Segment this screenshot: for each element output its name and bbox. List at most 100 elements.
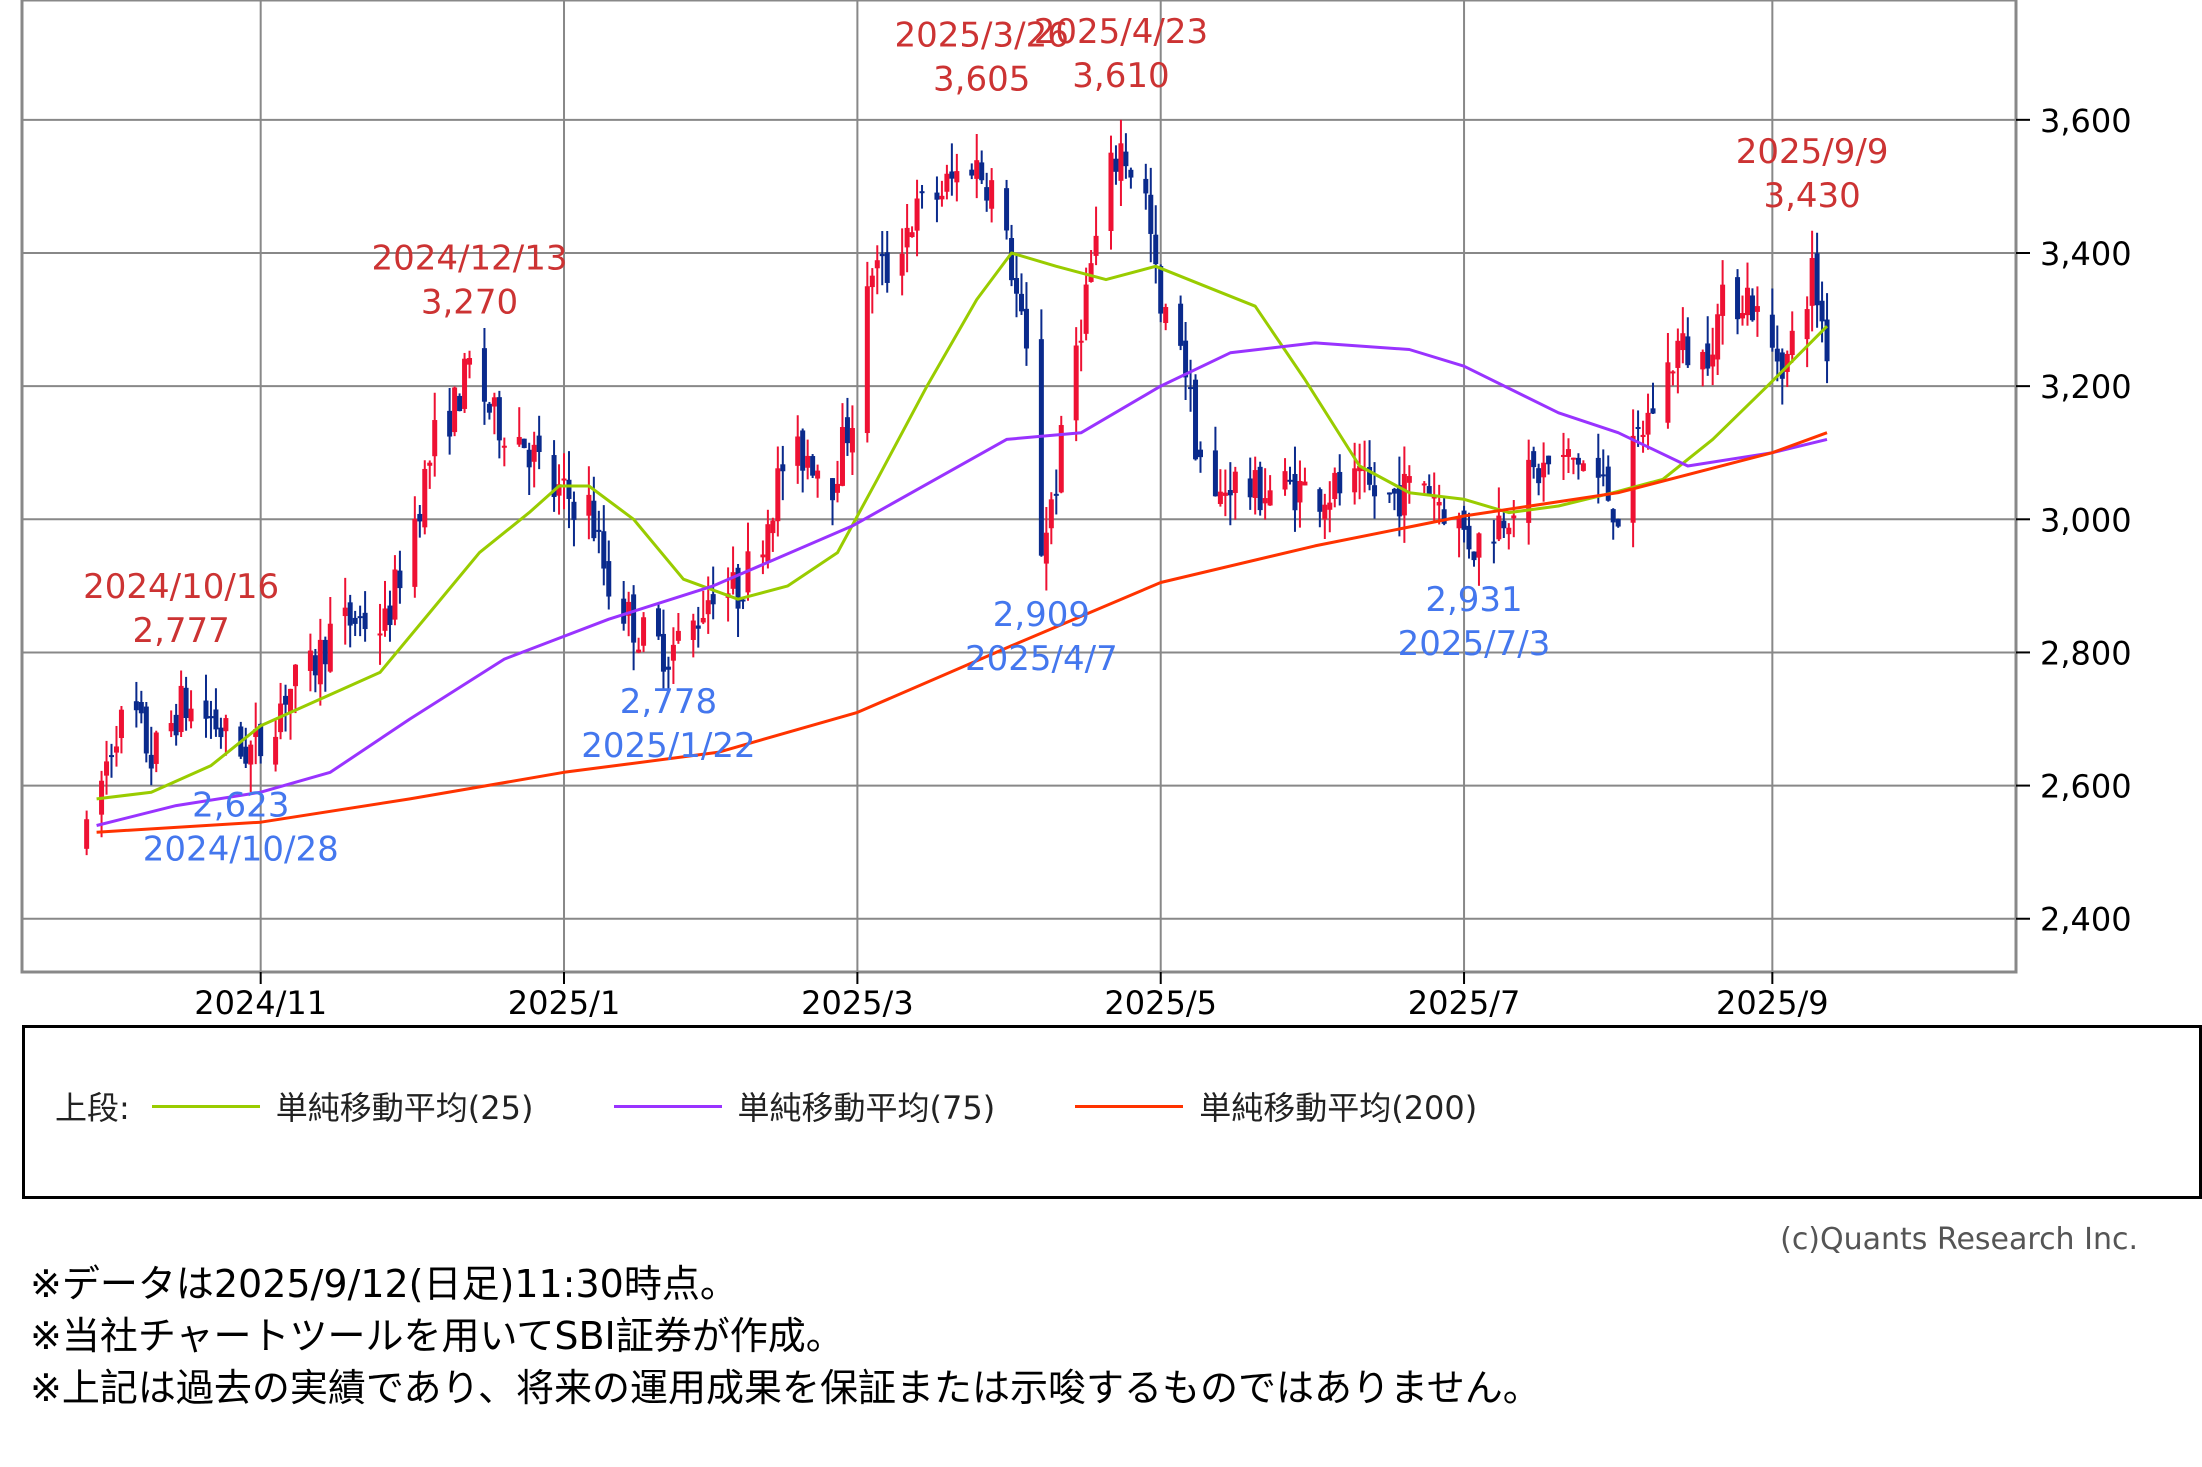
candle-body [1053,493,1059,496]
candle-body [839,427,845,486]
x-axis: 2024/11 2025/1 2025/3 2025/5 2025/7 2025/9 [194,972,1829,1020]
candle-body [1113,158,1119,172]
candle-body [621,598,627,624]
candle-body [1018,293,1024,312]
candle-body [1605,466,1611,501]
candle-body [218,727,224,738]
footnotes: ※データは2025/9/12(日足)11:30時点。 ※当社チャートツールを用い… [30,1258,1541,1414]
candle-body [1570,457,1576,460]
candle-body [183,687,189,719]
candle-body [1546,455,1552,465]
candle-body [974,160,980,179]
candle-body [949,171,955,179]
candle-body [1193,379,1199,460]
legend-item-ma25: 単純移動平均(25) [151,1083,534,1129]
y-tick-label: 3,400 [2040,235,2132,273]
candle-body [496,397,502,441]
y-tick-label: 2,800 [2040,634,2132,672]
candle-body [1461,510,1467,530]
candle-body [397,570,403,589]
candle-body [1650,408,1656,414]
candle-body [984,187,990,201]
candle-body [1217,491,1223,504]
candle-body [675,630,681,641]
y-tick-label: 2,400 [2040,901,2132,939]
candle-body [432,420,438,457]
legend-swatch-ma75 [613,1104,722,1108]
candle-body [1804,309,1810,340]
candle-body [710,594,716,605]
legend-label-ma200: 単純移動平均(200) [1199,1089,1478,1127]
candle-body [914,198,920,231]
candle-body [1247,478,1253,498]
candle-body [665,666,671,670]
candle-body [1635,427,1641,430]
candle-body [1367,466,1373,485]
candle-body [1088,263,1094,282]
footnote-disclaimer: ※上記は過去の実績であり、将来の運用成果を保証または示唆するものではありません。 [30,1366,1541,1410]
annotation-line-1: 2025/3/26 [895,16,1069,56]
candle-body [939,195,945,200]
candle-body [288,688,294,713]
candle-body [969,169,975,176]
legend-swatch-ma25 [151,1104,260,1108]
candle-body [1466,525,1472,550]
candle-body [1222,492,1228,496]
candle-body [636,649,642,653]
legend-item-ma75: 単純移動平均(75) [613,1083,995,1129]
x-tick-label: 2025/9 [1716,984,1829,1020]
candle-body [934,192,940,200]
candle-body [1720,284,1726,316]
candle-body [1327,502,1333,510]
candle-body [1615,518,1621,527]
candle-body [631,594,637,643]
candle-body [1426,486,1432,495]
candle-body [1372,485,1378,497]
y-axis: 2,400 2,600 2,800 3,000 3,200 3,400 3,600 [2016,102,2132,939]
candle-body [1471,551,1477,561]
candle-body [447,410,453,437]
candle-body [1352,468,1358,493]
legend-box: 上段: 単純移動平均(25) 単純移動平均(75) 単純移動平均(200) [22,1025,2202,1199]
candle-body [1431,496,1437,499]
candle-body [1700,351,1706,370]
candle-body [133,701,139,711]
annotation-line-1: 2,623 [192,785,289,825]
candle-body [566,479,572,499]
candle-body [700,617,706,623]
candle-body [909,232,915,238]
candle-body [1506,527,1512,535]
candle-body [800,430,806,471]
candle-body [457,395,463,412]
candle-body [1188,387,1194,390]
candle-body [1645,412,1651,435]
candle-body [770,520,776,534]
candle-body [1317,489,1323,512]
candle-body [1779,352,1785,379]
candle-body [1009,238,1015,281]
candle-body [1685,336,1691,366]
candle-body [989,180,995,209]
candle-body [606,561,612,597]
candle-body [1401,473,1407,516]
candle-body [312,655,318,676]
candle-body [1178,303,1184,346]
candle-body [422,468,428,528]
candle-body [1735,277,1741,320]
candle-body [1630,435,1636,523]
candle-body [417,513,423,522]
candle-body [551,455,557,497]
candle-body [1386,492,1392,495]
candle-body [258,723,264,757]
candle-body [1675,340,1681,368]
candle-body [1680,333,1686,351]
copyright: (c)Quants Research Inc. [1780,1222,2138,1257]
candle-body [571,501,577,520]
ma-line-2 [96,431,1828,834]
candle-body [775,468,781,522]
candle-body [1496,515,1502,540]
candle-body [919,191,925,194]
candle-body [735,567,741,609]
